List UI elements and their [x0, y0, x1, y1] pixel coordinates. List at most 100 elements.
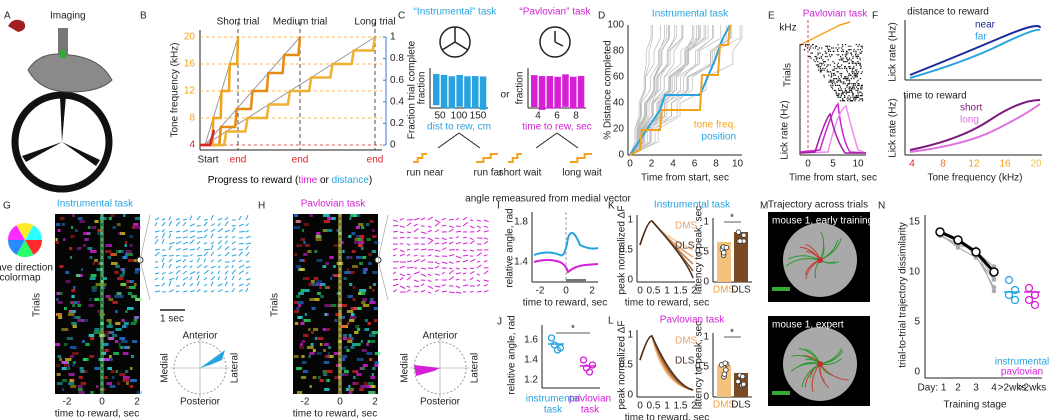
y-tick-label: 10	[909, 267, 921, 278]
heatmap-cell	[121, 346, 128, 349]
raster-tick	[850, 100, 852, 102]
heatmap-cell	[91, 286, 98, 289]
dot	[723, 367, 729, 373]
raster-tick	[848, 57, 851, 59]
dot	[588, 361, 597, 369]
raster-tick	[857, 79, 859, 81]
dot	[1010, 295, 1020, 305]
vector	[231, 282, 235, 287]
heatmap-cell	[358, 223, 364, 226]
vector	[161, 276, 165, 281]
heatmap-cell	[357, 307, 363, 310]
raster-tick	[851, 54, 853, 56]
raster-tick	[842, 100, 844, 102]
heatmap-cell	[343, 370, 349, 373]
vector	[462, 236, 467, 239]
heatmap-cell	[320, 283, 326, 286]
heatmap-cell	[317, 283, 322, 286]
raster-tick	[852, 57, 854, 59]
vector	[189, 260, 194, 263]
raster-tick	[837, 81, 839, 83]
vector	[441, 241, 448, 245]
heatmap-cell	[91, 289, 97, 292]
vector	[245, 230, 250, 233]
heatmap-cell	[369, 385, 376, 388]
heatmap-cell	[110, 370, 115, 373]
mean-dot	[953, 235, 963, 245]
raster-tick	[846, 79, 848, 81]
heatmap-cell	[298, 292, 304, 295]
raster-tick	[834, 84, 837, 86]
raster-tick	[861, 86, 863, 88]
heatmap-cell	[79, 367, 84, 370]
raster-tick	[852, 55, 854, 58]
raster-tick	[840, 47, 843, 49]
raster-tick	[834, 83, 836, 85]
raster-tick	[845, 55, 847, 58]
vector	[455, 260, 461, 263]
x-tick-label: 8	[713, 159, 719, 170]
heatmap-cell	[61, 223, 66, 226]
y-tick-label: 0	[703, 277, 709, 288]
vector	[399, 265, 405, 269]
heatmap-cell	[358, 241, 365, 244]
raster-tick	[835, 78, 837, 80]
x-axis-label: Time from start, sec	[789, 173, 877, 184]
spoke	[62, 142, 100, 166]
heatmap-cell	[316, 232, 321, 235]
vector	[182, 229, 188, 233]
raster-tick	[855, 54, 857, 56]
raster-tick	[848, 81, 851, 83]
raster-tick	[858, 44, 860, 46]
heatmap-cell	[94, 367, 101, 370]
heatmap-cell	[293, 355, 299, 358]
heatmap-cell	[123, 376, 130, 379]
colormap-wedge	[16, 240, 34, 257]
raster-tick	[855, 50, 857, 52]
heatmap-cell	[88, 226, 91, 229]
y2-tick-label: 0.8	[390, 53, 404, 64]
heatmap-cell	[297, 316, 301, 319]
dot	[556, 344, 565, 352]
vector	[434, 222, 440, 227]
vector	[210, 271, 214, 275]
heatmap-cell	[59, 217, 65, 220]
heatmap-cell	[69, 247, 73, 250]
vector	[168, 221, 172, 227]
trace	[629, 25, 731, 156]
legend-label: pavlovian	[1001, 367, 1043, 378]
vector	[182, 218, 188, 221]
trace	[554, 31, 564, 47]
vector	[476, 229, 481, 233]
heatmap-cell	[110, 253, 117, 256]
heatmap-cell	[126, 280, 131, 283]
vector	[161, 222, 166, 227]
vector	[427, 279, 432, 283]
group-label: instrumental	[526, 394, 580, 405]
vector	[154, 277, 158, 281]
vector	[420, 248, 427, 251]
heatmap-cell	[71, 289, 76, 292]
heatmap-cell	[361, 238, 364, 241]
heatmap-cell	[63, 307, 67, 310]
colorbar	[772, 391, 790, 395]
raster-tick	[838, 78, 840, 80]
heatmap-cell	[128, 286, 136, 289]
panel-letter: C	[398, 11, 405, 22]
raster-tick	[856, 72, 858, 75]
vector	[448, 276, 455, 281]
vector	[238, 264, 245, 269]
heatmap-cell	[122, 271, 126, 274]
heatmap-cell	[119, 373, 126, 376]
heatmap-cell	[61, 328, 69, 331]
y2-tick-label: 0.4	[390, 96, 404, 107]
vector	[448, 241, 454, 245]
heatmap-cell	[296, 391, 303, 394]
vector	[189, 290, 196, 293]
raster-tick	[860, 52, 862, 54]
heatmap-cell	[71, 322, 77, 325]
raster-tick	[806, 47, 809, 49]
heatmap-cell	[78, 391, 85, 394]
heatmap-cell	[374, 361, 380, 364]
y-axis-label: Tone frequency (kHz)	[170, 42, 181, 137]
